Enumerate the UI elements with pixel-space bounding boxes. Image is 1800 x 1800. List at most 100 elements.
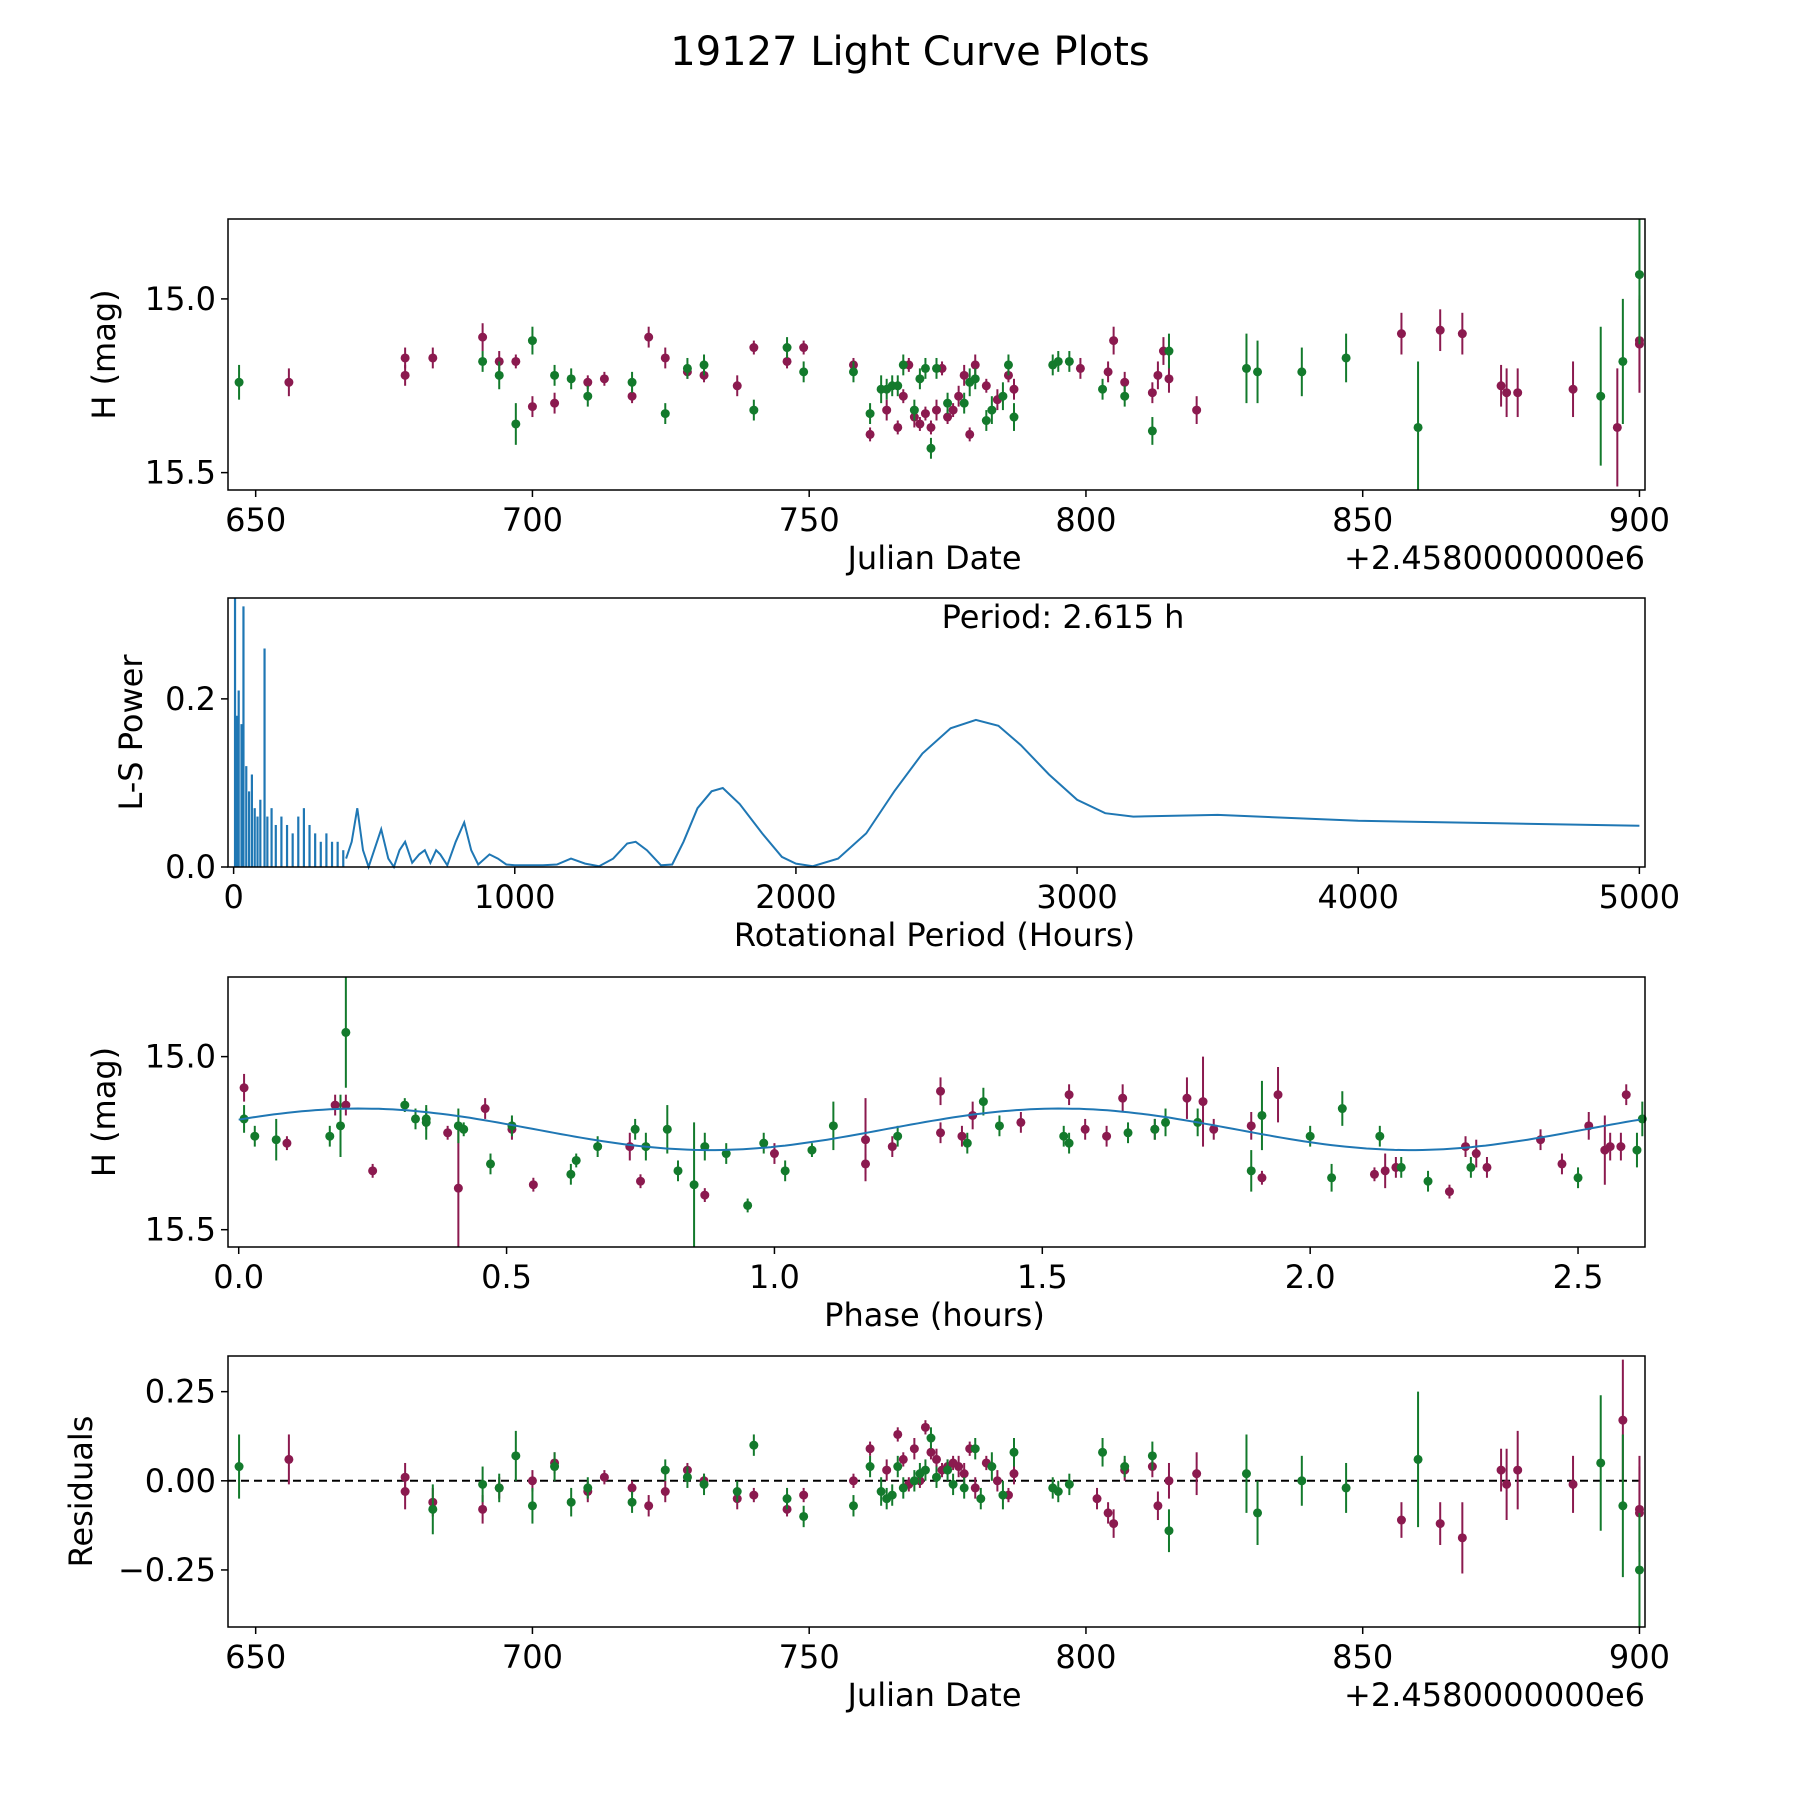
data-point bbox=[1413, 1454, 1423, 1464]
x-tick-label: 1.0 bbox=[749, 1258, 800, 1296]
data-point bbox=[660, 409, 670, 419]
data-point bbox=[898, 391, 908, 401]
data-point bbox=[330, 1100, 340, 1110]
data-point bbox=[948, 405, 958, 415]
data-point bbox=[284, 1454, 294, 1464]
data-point bbox=[1435, 325, 1445, 335]
data-point bbox=[893, 1462, 903, 1472]
data-point bbox=[782, 356, 792, 366]
data-point bbox=[593, 1142, 603, 1152]
data-point bbox=[721, 1149, 731, 1159]
data-point bbox=[861, 1159, 871, 1169]
data-point bbox=[732, 1487, 742, 1496]
data-point bbox=[511, 419, 521, 429]
data-point bbox=[527, 1501, 537, 1511]
data-point bbox=[981, 416, 991, 426]
lightcurve-panel: 650 700 750 800 850 900 15.5 15.0 Julian Date H (… bbox=[85, 218, 1670, 577]
plot-frame bbox=[227, 597, 1646, 868]
data-point bbox=[807, 1145, 817, 1155]
data-point bbox=[782, 343, 792, 353]
data-point bbox=[1557, 1159, 1567, 1169]
x-tick-label: 2000 bbox=[755, 878, 836, 916]
data-point bbox=[1502, 1479, 1512, 1489]
data-point bbox=[1053, 356, 1063, 366]
data-point bbox=[1098, 1447, 1108, 1457]
data-point bbox=[1471, 1149, 1481, 1159]
data-point bbox=[282, 1138, 292, 1148]
x-tick-label: 700 bbox=[502, 1638, 563, 1676]
data-point bbox=[926, 1447, 936, 1457]
x-offset-label: +2.4580000000e6 bbox=[1344, 1676, 1645, 1714]
data-point bbox=[1297, 367, 1307, 377]
data-point bbox=[976, 1494, 986, 1504]
data-point bbox=[743, 1200, 753, 1210]
data-point bbox=[861, 1135, 871, 1145]
data-point bbox=[1064, 1090, 1074, 1100]
x-axis-label: Rotational Period (Hours) bbox=[734, 916, 1135, 954]
plot-frame bbox=[227, 1355, 1646, 1628]
data-point bbox=[799, 1511, 809, 1521]
data-point bbox=[959, 1483, 969, 1493]
data-point bbox=[428, 353, 438, 363]
data-point bbox=[909, 1476, 919, 1486]
data-point bbox=[660, 1465, 670, 1475]
data-point bbox=[898, 1483, 908, 1493]
data-point bbox=[325, 1131, 335, 1141]
data-point bbox=[1103, 1508, 1113, 1518]
data-point bbox=[865, 409, 875, 419]
data-point bbox=[1092, 1494, 1102, 1504]
data-point bbox=[1009, 1447, 1019, 1457]
data-point bbox=[1305, 1131, 1315, 1141]
y-tick-label: 0.2 bbox=[165, 680, 216, 718]
data-point bbox=[1327, 1173, 1337, 1183]
data-point bbox=[583, 377, 593, 387]
data-point bbox=[943, 412, 953, 422]
period-annotation: Period: 2.615 h bbox=[942, 598, 1185, 636]
data-point bbox=[1123, 1128, 1133, 1138]
data-point bbox=[782, 1494, 792, 1504]
data-point bbox=[1164, 1476, 1174, 1486]
data-point bbox=[1192, 405, 1202, 415]
data-point bbox=[1120, 391, 1130, 401]
data-point bbox=[992, 1476, 1002, 1486]
x-tick-label: 2.5 bbox=[1553, 1258, 1604, 1296]
y-tick-label: 15.0 bbox=[145, 1038, 216, 1076]
data-point bbox=[1396, 1162, 1406, 1172]
data-point bbox=[887, 1490, 897, 1500]
data-point bbox=[932, 363, 941, 373]
data-point bbox=[1502, 388, 1512, 398]
data-point bbox=[1182, 1093, 1192, 1103]
data-point bbox=[527, 402, 537, 412]
data-point bbox=[583, 391, 593, 401]
data-point bbox=[459, 1124, 469, 1134]
data-point bbox=[1253, 1508, 1263, 1518]
data-point bbox=[1341, 1483, 1351, 1493]
data-point bbox=[1198, 1097, 1208, 1107]
data-point bbox=[1435, 1519, 1445, 1529]
data-point bbox=[239, 1083, 249, 1093]
data-point bbox=[1257, 1173, 1267, 1183]
data-point bbox=[234, 377, 244, 387]
x-tick-label: 750 bbox=[779, 501, 840, 539]
data-point bbox=[627, 391, 637, 401]
data-point bbox=[627, 377, 637, 387]
data-point bbox=[527, 336, 537, 346]
data-point bbox=[926, 443, 936, 453]
data-point bbox=[926, 422, 936, 432]
data-point bbox=[550, 398, 560, 408]
data-point bbox=[848, 367, 858, 377]
data-point bbox=[1153, 370, 1163, 380]
x-tick-label: 750 bbox=[779, 1638, 840, 1676]
data-point bbox=[494, 370, 504, 380]
y-axis-label: Residuals bbox=[62, 1416, 100, 1568]
data-point bbox=[1120, 377, 1130, 387]
data-point bbox=[689, 1180, 699, 1190]
data-point bbox=[876, 1487, 886, 1496]
y-tick-label: 0.00 bbox=[145, 1462, 216, 1500]
data-point bbox=[932, 405, 941, 415]
data-point bbox=[987, 405, 997, 415]
x-tick-label: 900 bbox=[1609, 501, 1670, 539]
data-point bbox=[1257, 1110, 1267, 1120]
data-point bbox=[1444, 1187, 1454, 1197]
